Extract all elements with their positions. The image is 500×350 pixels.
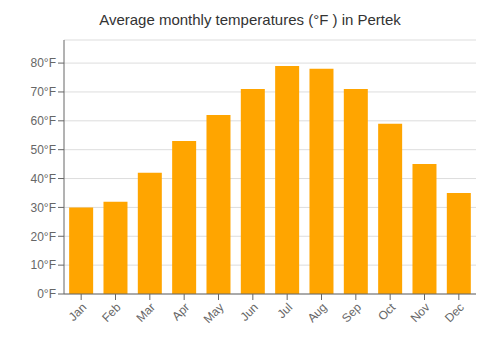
svg-text:10°F: 10°F [31, 258, 56, 272]
svg-text:70°F: 70°F [31, 85, 56, 99]
svg-text:May: May [201, 300, 227, 326]
svg-text:Sep: Sep [339, 300, 364, 325]
svg-text:Aug: Aug [305, 300, 330, 325]
svg-text:Mar: Mar [133, 300, 158, 325]
svg-text:40°F: 40°F [31, 172, 56, 186]
svg-text:Jul: Jul [275, 300, 296, 321]
svg-text:Jan: Jan [66, 300, 90, 324]
svg-text:0°F: 0°F [37, 287, 56, 301]
svg-text:80°F: 80°F [31, 56, 56, 70]
svg-text:Oct: Oct [375, 300, 399, 324]
svg-text:Dec: Dec [442, 300, 467, 325]
svg-text:20°F: 20°F [31, 230, 56, 244]
svg-text:Feb: Feb [99, 300, 124, 325]
svg-text:Jun: Jun [237, 300, 261, 324]
svg-text:30°F: 30°F [31, 201, 56, 215]
svg-text:60°F: 60°F [31, 114, 56, 128]
svg-text:Nov: Nov [408, 300, 433, 325]
svg-text:50°F: 50°F [31, 143, 56, 157]
html-text:Average monthly temperatures (: Average monthly temperatures (°F ) in Pe… [99, 11, 401, 28]
svg-text:Apr: Apr [169, 300, 192, 323]
